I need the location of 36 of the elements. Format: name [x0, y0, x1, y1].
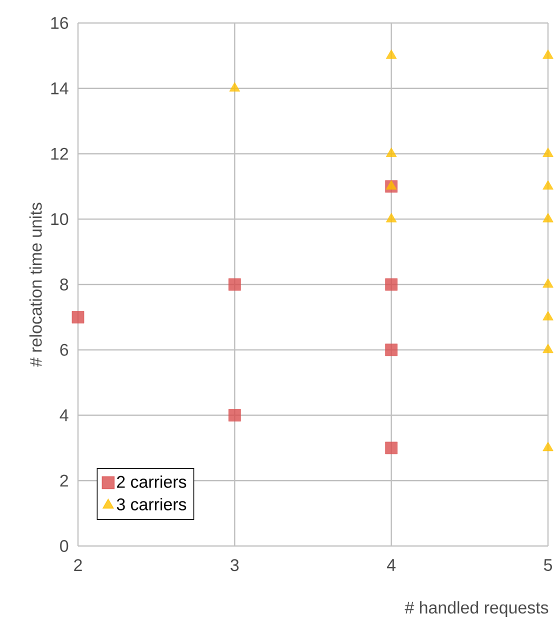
point — [542, 148, 554, 157]
point — [385, 278, 398, 291]
x-tick-label: 5 — [544, 559, 552, 572]
legend-label: 3 carriers — [116, 498, 186, 510]
point — [228, 278, 241, 291]
point — [542, 310, 554, 320]
y-tick-label: 8 — [60, 278, 68, 290]
y-tick-label: 0 — [60, 540, 68, 552]
x-tick-label: 3 — [230, 559, 239, 572]
point — [229, 82, 240, 92]
y-tick-label: 12 — [51, 148, 68, 160]
point — [542, 180, 554, 190]
y-tick-label: 14 — [51, 82, 68, 94]
y-tick-label: 4 — [60, 409, 68, 422]
point — [386, 49, 397, 59]
point — [386, 212, 397, 222]
point — [386, 180, 397, 190]
y-tick-label: 16 — [51, 16, 68, 29]
point — [385, 344, 398, 356]
point — [542, 442, 554, 452]
point — [542, 49, 554, 59]
x-axis-title: # handled requests — [404, 601, 548, 617]
point — [228, 409, 241, 422]
point — [72, 310, 84, 324]
x-tick-label: 2 — [74, 559, 82, 572]
point — [386, 148, 397, 157]
point — [542, 278, 554, 288]
x-tick-label: 4 — [387, 559, 396, 571]
y-tick-label: 2 — [60, 474, 68, 487]
legend-label: 2 carriers — [117, 475, 186, 488]
y-tick-label: 10 — [51, 213, 68, 226]
y-tick-label: 6 — [60, 344, 68, 356]
y-axis-title: # relocation time units — [29, 202, 42, 367]
point — [385, 442, 398, 454]
point — [542, 212, 554, 222]
point — [542, 344, 554, 354]
